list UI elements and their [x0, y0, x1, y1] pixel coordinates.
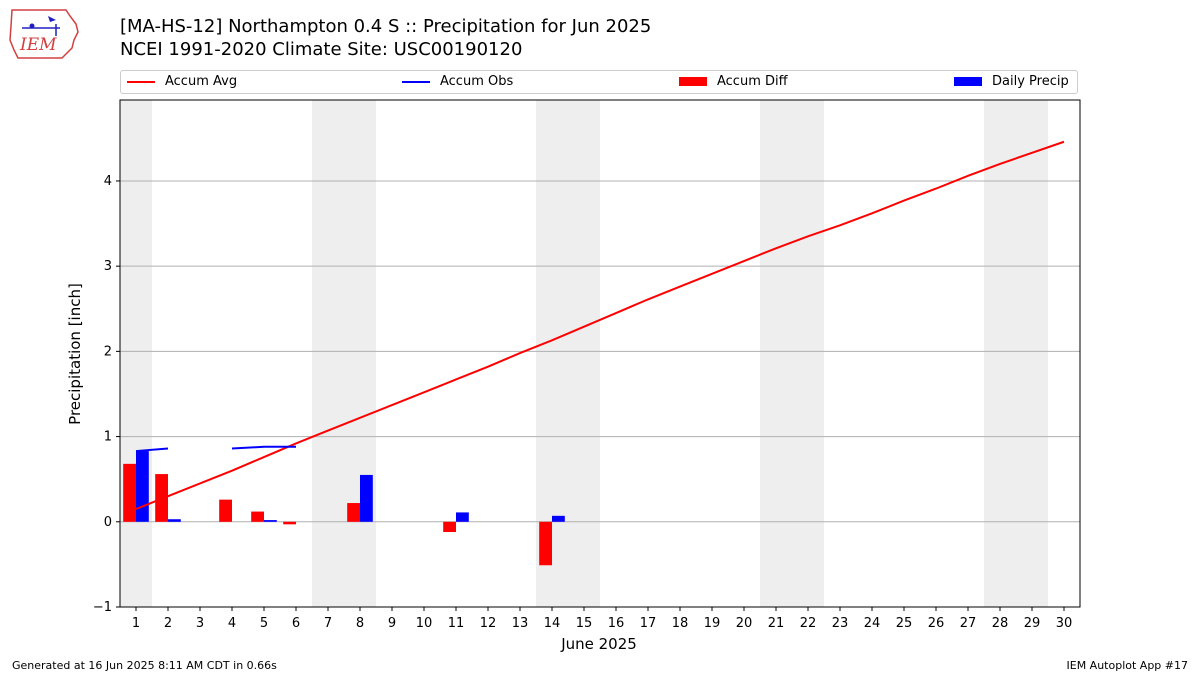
chart-subtitle: NCEI 1991-2020 Climate Site: USC00190120: [120, 39, 523, 60]
y-tick-label: 3: [104, 259, 112, 274]
legend-item-accum-obs: Accum Obs: [402, 74, 513, 89]
accum-obs-line: [135, 447, 169, 453]
lines: [135, 140, 1065, 510]
logo-text: IEM: [19, 35, 57, 55]
x-tick-label: 1: [132, 616, 140, 631]
x-tick-label: 11: [448, 616, 465, 631]
x-tick-label: 10: [416, 616, 433, 631]
x-tick-label: 16: [608, 616, 625, 631]
x-tick-label: 24: [864, 616, 881, 631]
x-tick-label: 6: [292, 616, 300, 631]
daily-precip-bar: [360, 474, 373, 522]
legend-item-accum-diff: Accum Diff: [679, 74, 788, 89]
x-tick-label: 2: [164, 616, 172, 631]
y-tick-label: 4: [104, 174, 112, 189]
weekend-band: [120, 100, 152, 607]
legend-label: Accum Avg: [165, 74, 238, 89]
accum-diff-bar: [443, 521, 456, 533]
x-tick-label: 28: [992, 616, 1009, 631]
daily-precip-bar: [552, 515, 565, 522]
weekend-band: [312, 100, 376, 607]
x-tick-label: 19: [704, 616, 721, 631]
x-tick-label: 20: [736, 616, 753, 631]
x-tick-label: 5: [260, 616, 268, 631]
legend-swatch-accum-diff: [679, 77, 707, 86]
footer-generated-text: Generated at 16 Jun 2025 8:11 AM CDT in …: [12, 659, 277, 672]
accum-diff-bar: [251, 511, 264, 522]
daily-precip-bar: [136, 451, 149, 522]
legend-label: Accum Obs: [440, 74, 514, 89]
accum-avg-line: [135, 140, 1065, 510]
legend-swatch-accum-avg: [127, 80, 155, 83]
x-tick-label: 3: [196, 616, 204, 631]
accum-diff-bar: [283, 521, 296, 525]
x-axis-label: June 2025: [560, 635, 637, 653]
x-tick-label: 13: [512, 616, 529, 631]
footer-app-text: IEM Autoplot App #17: [1066, 659, 1189, 672]
accum-diff-bar: [347, 503, 360, 522]
x-tick-label: 17: [640, 616, 657, 631]
iem-iowa-logo-icon: IEM: [9, 9, 79, 59]
x-tick-label: 21: [768, 616, 785, 631]
accum-diff-bar: [539, 521, 552, 566]
weekend-band: [984, 100, 1048, 607]
x-tick-label: 4: [228, 616, 236, 631]
x-tick-label: 15: [576, 616, 593, 631]
daily-precip-bar: [264, 520, 277, 522]
x-tick-label: 12: [480, 616, 497, 631]
weekend-shading: [120, 100, 1048, 607]
y-tick-label: −1: [93, 600, 112, 615]
legend-item-accum-avg: Accum Avg: [127, 74, 237, 89]
x-tick-label: 18: [672, 616, 689, 631]
weekend-band: [760, 100, 824, 607]
iem-logo: IEM: [8, 6, 80, 60]
x-tick-label: 25: [896, 616, 913, 631]
x-tick-label: 7: [324, 616, 332, 631]
daily-precip-bar: [456, 512, 469, 522]
x-tick-label: 9: [388, 616, 396, 631]
legend-swatch-daily-precip: [954, 77, 982, 86]
chart-title: [MA-HS-12] Northampton 0.4 S :: Precipit…: [120, 16, 652, 37]
legend-label: Daily Precip: [992, 74, 1069, 89]
legend: Accum Avg Accum Obs Accum Diff Daily Pre…: [120, 70, 1078, 94]
accum-obs-line: [231, 445, 296, 450]
y-axis-label: Precipitation [inch]: [66, 283, 84, 425]
x-tick-label: 29: [1024, 616, 1041, 631]
x-tick-label: 8: [356, 616, 364, 631]
x-tick-label: 26: [928, 616, 945, 631]
x-tick-label: 23: [832, 616, 849, 631]
x-tick-label: 14: [544, 616, 561, 631]
x-tick-label: 30: [1056, 616, 1073, 631]
axes: [116, 99, 1081, 611]
x-tick-label: 22: [800, 616, 817, 631]
accum-diff-bar: [123, 463, 136, 522]
x-tick-label: 27: [960, 616, 977, 631]
plot-frame: [119, 99, 1081, 608]
legend-item-daily-precip: Daily Precip: [954, 74, 1069, 89]
y-tick-label: 1: [104, 430, 112, 445]
y-tick-label: 2: [104, 344, 112, 359]
daily-precip-bar: [168, 519, 181, 522]
legend-label: Accum Diff: [717, 74, 788, 89]
legend-swatch-accum-obs: [402, 80, 430, 83]
accum-diff-bar: [219, 499, 232, 522]
y-tick-label: 0: [104, 515, 112, 530]
